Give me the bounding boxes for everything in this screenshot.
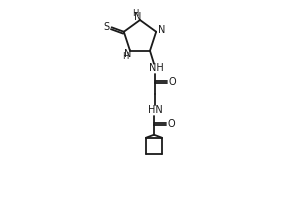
Text: HN: HN [148,105,162,115]
Text: N: N [158,25,166,35]
Text: S: S [103,22,110,32]
Text: N: N [134,12,142,22]
Text: H: H [132,9,138,19]
Text: NH: NH [148,63,164,73]
Text: O: O [168,77,176,87]
Text: O: O [167,119,175,129]
Text: H: H [122,52,128,61]
Text: N: N [124,49,132,59]
